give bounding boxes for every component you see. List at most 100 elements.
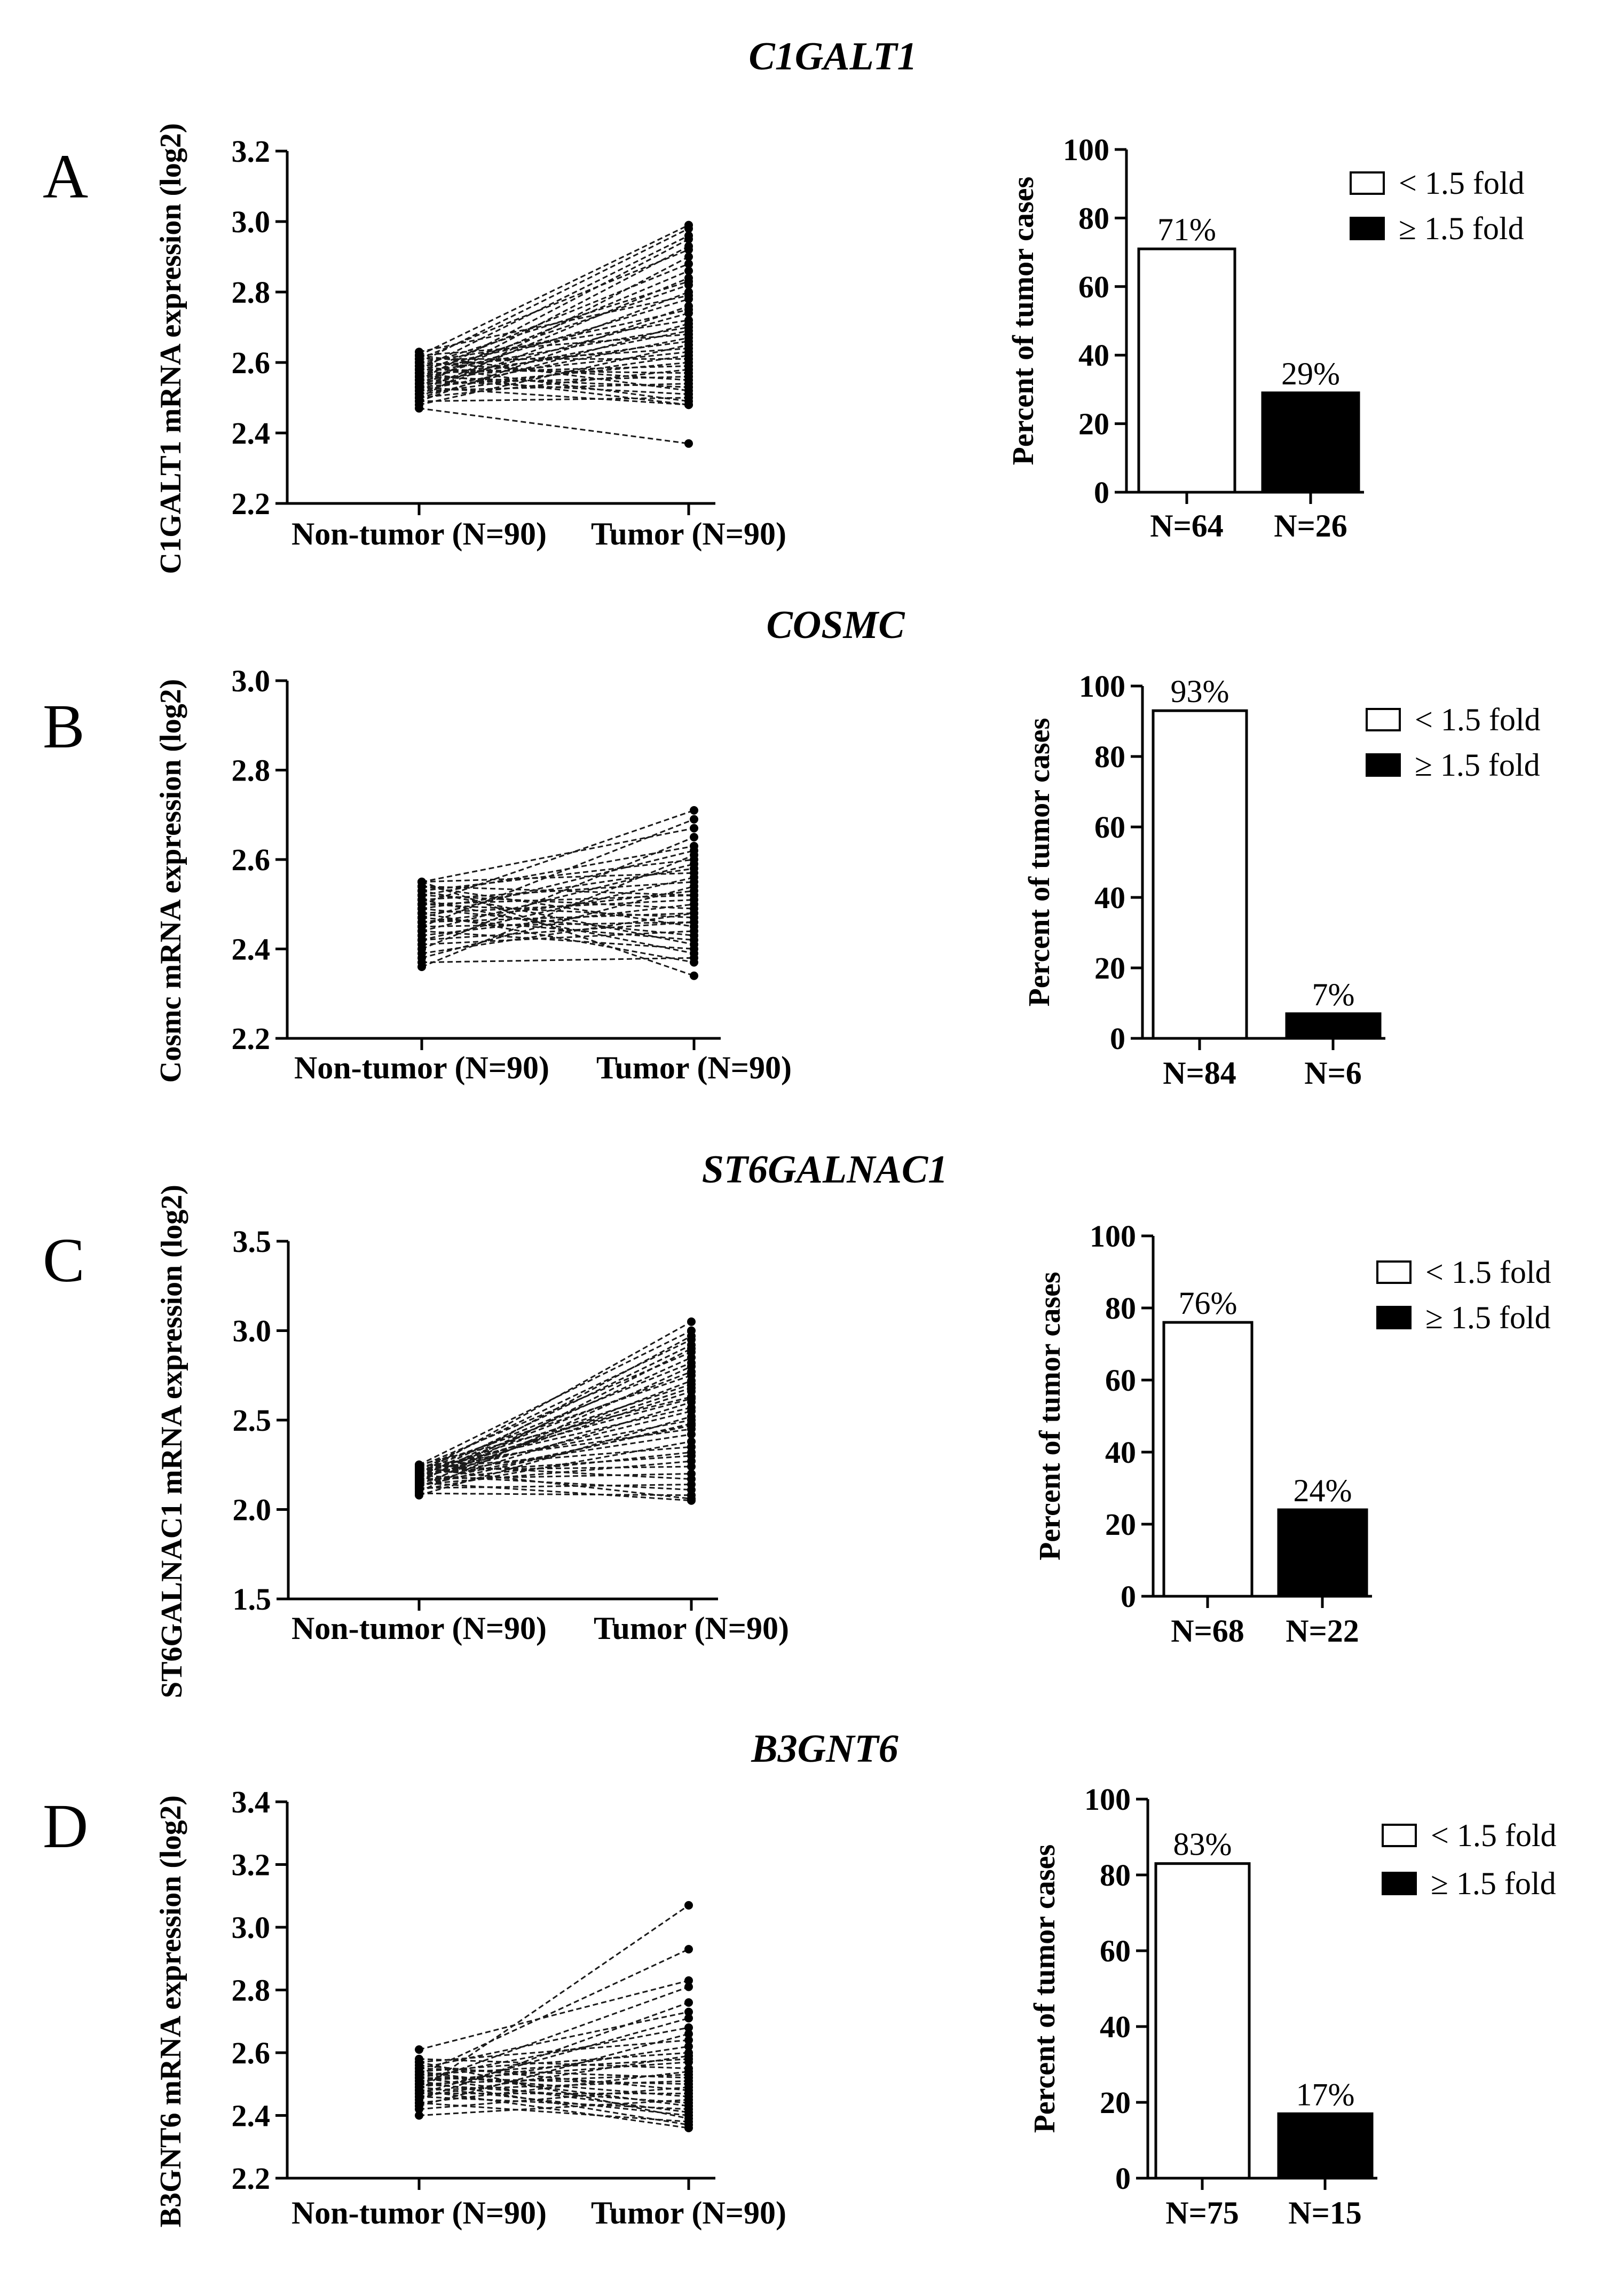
paired-line (419, 2011, 689, 2069)
tumor-point (684, 224, 693, 233)
paired-line (419, 333, 689, 357)
paired-line (421, 898, 695, 955)
bar-y-tick-label: 100 (1079, 669, 1125, 704)
y-tick-label: 2.6 (232, 345, 271, 380)
paired-line (419, 2052, 689, 2072)
fold-change-bar-chart: 71% N=64 29% N=26 0 20 40 60 80 100 Percent of tum… (1007, 132, 1525, 543)
paired-line (419, 348, 689, 367)
bar-value-label: 83% (1173, 1827, 1232, 1862)
paired-line (419, 1357, 692, 1482)
non-tumor-point (415, 1489, 423, 1498)
non-tumor-point (417, 918, 426, 927)
paired-line (419, 1460, 692, 1486)
y-tick-label: 2.2 (232, 1021, 271, 1056)
bar-y-tick-label: 20 (1105, 1507, 1136, 1542)
tumor-point (690, 909, 698, 918)
bar-category-label: N=68 (1171, 1613, 1244, 1649)
paired-line (419, 407, 689, 445)
panel-d: D B3GNT6 2.2 2.4 2.6 2.8 3.0 3.2 3.4 Non-tumor (N… (43, 1727, 1557, 2230)
bar-y-tick-label: 60 (1100, 1934, 1131, 1968)
y-tick-label: 2.6 (232, 2036, 271, 2070)
y-tick-label: 2.8 (232, 753, 271, 788)
bar-value-label: 93% (1171, 674, 1229, 709)
bar-y-tick-label: 40 (1078, 338, 1109, 373)
legend: < 1.5 fold ≥ 1.5 fold (1366, 702, 1541, 783)
y-axis-label: Cosmc mRNA expression (log2) (154, 679, 187, 1083)
paired-line (421, 921, 695, 941)
paired-line (421, 858, 695, 892)
bar-y-tick-label: 0 (1121, 1579, 1136, 1614)
paired-line (419, 2077, 689, 2114)
tumor-point (687, 1496, 696, 1505)
legend-swatch-black (1366, 753, 1401, 777)
paired-line (419, 263, 689, 374)
y-tick-label: 1.5 (233, 1582, 272, 1617)
paired-line (421, 872, 695, 883)
paired-line (419, 319, 689, 364)
tumor-point (687, 1383, 696, 1392)
legend: < 1.5 fold ≥ 1.5 fold (1350, 165, 1525, 246)
tumor-point (684, 295, 693, 304)
paired-line (419, 1387, 692, 1478)
bar-category-label: N=64 (1150, 508, 1224, 543)
tumor-point (687, 1462, 696, 1471)
paired-line (419, 2064, 689, 2091)
tumor-point (687, 1430, 696, 1439)
panel-title: COSMC (766, 603, 905, 647)
paired-line (419, 1396, 692, 1466)
y-tick-label: 2.4 (232, 416, 271, 451)
legend-swatch-black (1376, 1306, 1412, 1329)
tumor-point (690, 958, 698, 967)
paired-line (419, 291, 689, 395)
paired-line (419, 2001, 689, 2101)
paired-line (421, 912, 695, 923)
bar-y-tick-label: 20 (1100, 2085, 1131, 2120)
paired-line (419, 365, 689, 403)
x-category-label: Non-tumor (N=90) (291, 516, 547, 551)
paired-line (419, 235, 689, 371)
legend-label: < 1.5 fold (1415, 702, 1541, 737)
tumor-point (684, 235, 693, 243)
paired-line (419, 1475, 692, 1491)
bar-value-label: 17% (1296, 2077, 1355, 2112)
non-tumor-point (415, 2086, 423, 2095)
bar-above-threshold (1285, 1012, 1382, 1040)
tumor-point (684, 245, 693, 254)
bar-below-threshold (1162, 1321, 1254, 1598)
paired-line (419, 322, 689, 399)
y-tick-label: 3.0 (232, 204, 271, 239)
paired-line (421, 885, 695, 896)
legend-swatch-white (1376, 1260, 1412, 1284)
legend-swatch-white (1350, 171, 1385, 195)
panel-title: C1GALT1 (748, 35, 917, 78)
panel-letter: D (43, 1791, 88, 1861)
non-tumor-point (415, 397, 423, 406)
x-category-label: Tumor (N=90) (596, 1050, 792, 1085)
non-tumor-point (415, 1473, 423, 1482)
paired-line (421, 894, 695, 905)
paired-line (419, 1321, 692, 1475)
bar-y-tick-label: 60 (1078, 270, 1109, 304)
non-tumor-point (415, 2099, 423, 2107)
paired-line (419, 379, 689, 395)
bar-value-label: 24% (1294, 1473, 1352, 1508)
y-axis-label: C1GALT1 mRNA expression (log2) (154, 123, 187, 574)
fold-change-bar-chart: 76% N=68 24% N=22 0 20 40 60 80 100 Percent of tum… (1034, 1219, 1551, 1649)
y-tick-label: 3.0 (232, 664, 271, 698)
legend-label: < 1.5 fold (1399, 165, 1525, 201)
bar-y-tick-label: 80 (1105, 1291, 1136, 1326)
y-tick-label: 2.2 (232, 2161, 271, 2196)
tumor-point (684, 253, 693, 261)
paired-line (419, 1371, 692, 1477)
paired-line (419, 1464, 692, 1480)
bar-y-axis-label: Percent of tumor cases (1023, 718, 1056, 1007)
paired-line (419, 344, 689, 406)
paired-line (419, 337, 689, 392)
paired-line (421, 903, 695, 936)
paired-line (421, 890, 695, 945)
y-tick-label: 2.5 (233, 1403, 272, 1438)
paired-line (419, 2070, 689, 2107)
paired-line (421, 854, 695, 968)
bar-y-tick-label: 60 (1105, 1363, 1136, 1398)
